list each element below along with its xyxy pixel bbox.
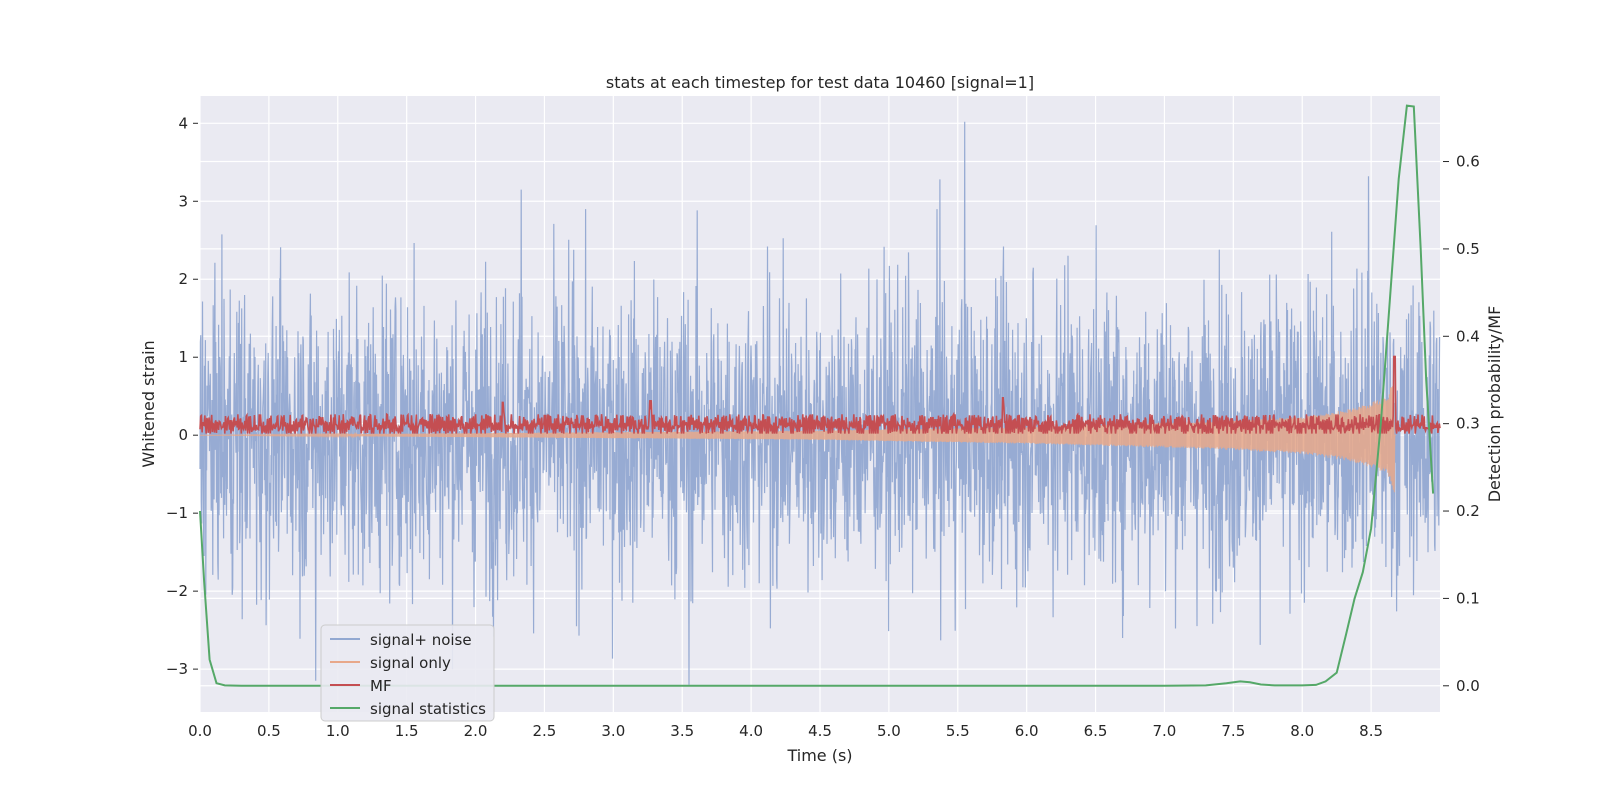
y-tick-label: 4 bbox=[178, 114, 188, 132]
y-axis-label: Whitened strain bbox=[139, 340, 158, 467]
y2-tick-label: 0.4 bbox=[1456, 327, 1480, 345]
series-mf bbox=[199, 355, 1441, 435]
x-tick-label: 6.0 bbox=[1015, 722, 1039, 740]
x-tick-label: 3.5 bbox=[670, 722, 694, 740]
x-tick-label: 3.0 bbox=[601, 722, 625, 740]
chart-title: stats at each timestep for test data 104… bbox=[606, 73, 1034, 92]
legend-label-signal-only: signal only bbox=[370, 654, 451, 672]
legend-label-signal-noise: signal+ noise bbox=[370, 631, 472, 649]
y2-axis-label: Detection probability/MF bbox=[1485, 306, 1504, 503]
legend: signal+ noise signal only MF signal stat… bbox=[320, 624, 495, 722]
x-tick-label: 5.0 bbox=[877, 722, 901, 740]
ticks: 0.0 0.5 1.0 1.5 2.0 2.5 3.0 3.5 4.0 4.5 5.0 5.5 6.0 6… bbox=[166, 114, 1480, 740]
y2-tick-label: 0.0 bbox=[1456, 677, 1480, 695]
x-tick-label: 1.0 bbox=[326, 722, 350, 740]
x-tick-label: 8.5 bbox=[1359, 722, 1383, 740]
y-tick-label: 2 bbox=[178, 270, 188, 288]
y2-tick-label: 0.3 bbox=[1456, 415, 1480, 433]
x-tick-label: 2.5 bbox=[533, 722, 557, 740]
y2-tick-label: 0.2 bbox=[1456, 502, 1480, 520]
x-tick-label: 4.0 bbox=[739, 722, 763, 740]
y-tick-label: 3 bbox=[178, 192, 188, 210]
legend-label-mf: MF bbox=[370, 677, 392, 695]
x-tick-label: 0.5 bbox=[257, 722, 281, 740]
x-tick-label: 8.0 bbox=[1290, 722, 1314, 740]
y-tick-label: −3 bbox=[166, 660, 188, 678]
y-tick-label: 1 bbox=[178, 348, 188, 366]
x-tick-label: 0.0 bbox=[188, 722, 212, 740]
y-tick-label: 0 bbox=[178, 426, 188, 444]
x-tick-label: 1.5 bbox=[395, 722, 419, 740]
x-tick-label: 2.0 bbox=[464, 722, 488, 740]
y2-tick-label: 0.5 bbox=[1456, 240, 1480, 258]
y2-tick-label: 0.1 bbox=[1456, 589, 1480, 607]
x-axis-label: Time (s) bbox=[786, 746, 852, 765]
series-signal-statistics bbox=[199, 104, 1435, 687]
y-tick-label: −2 bbox=[166, 582, 188, 600]
y-tick-label: −1 bbox=[166, 504, 188, 522]
x-tick-label: 7.5 bbox=[1221, 722, 1245, 740]
series-signal-noise bbox=[199, 121, 1441, 685]
x-tick-label: 4.5 bbox=[808, 722, 832, 740]
series-layer bbox=[199, 104, 1441, 687]
y2-tick-label: 0.6 bbox=[1456, 153, 1480, 171]
legend-box bbox=[320, 624, 495, 722]
legend-label-signal-statistics: signal statistics bbox=[370, 700, 486, 718]
x-tick-label: 6.5 bbox=[1084, 722, 1108, 740]
x-tick-label: 7.0 bbox=[1153, 722, 1177, 740]
x-tick-label: 5.5 bbox=[946, 722, 970, 740]
